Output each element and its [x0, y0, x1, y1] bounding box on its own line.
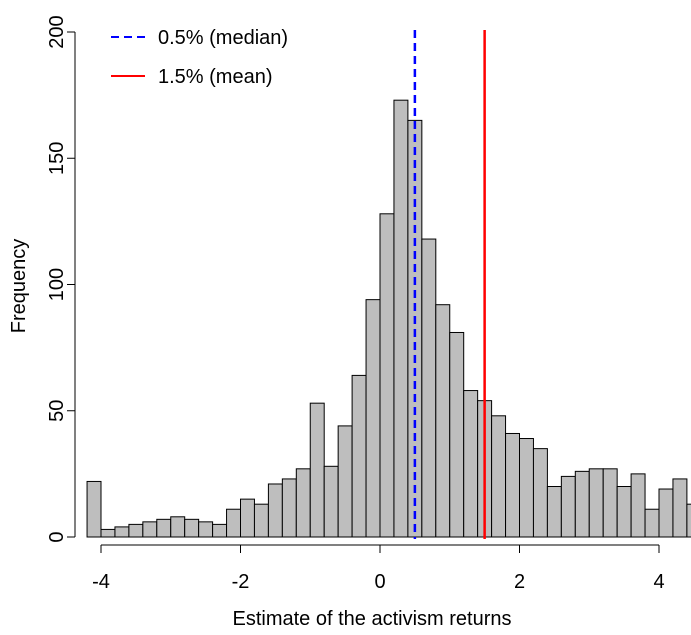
histogram-bar: [491, 415, 507, 538]
x-tick-label: -4: [92, 571, 110, 593]
histogram-bar: [170, 516, 186, 538]
y-tick-label: 0: [46, 531, 68, 542]
legend: 0.5% (median) 1.5% (mean): [111, 27, 288, 88]
histogram-bar: [630, 473, 646, 538]
histogram-bar: [560, 475, 576, 538]
x-axis: -4 -2 0 2 4: [92, 544, 665, 593]
histogram-bar: [337, 425, 353, 538]
histogram-bar: [672, 478, 688, 538]
histogram-bar: [644, 508, 660, 538]
histogram-bar: [532, 448, 548, 538]
histogram-bar: [505, 432, 520, 538]
histogram-bar: [546, 486, 562, 538]
histogram-bar: [393, 99, 409, 538]
histogram-bar: [449, 331, 465, 538]
histogram-bar: [574, 470, 590, 538]
histogram-bar: [253, 503, 269, 538]
histogram-bar: [128, 523, 144, 538]
histogram-bar: [323, 465, 339, 538]
histogram-bar: [519, 438, 534, 538]
histogram-bar: [295, 468, 311, 538]
histogram-bar: [309, 402, 325, 538]
x-tick-label: 2: [514, 571, 525, 593]
y-axis: 0 50 100 150 200: [46, 15, 76, 543]
histogram-bar: [463, 390, 479, 538]
x-tick-label: 4: [653, 571, 664, 593]
legend-mean-label: 1.5% (mean): [158, 66, 273, 88]
histogram-bar: [365, 299, 381, 538]
histogram-bar: [240, 498, 255, 538]
histogram-bar: [281, 478, 297, 538]
histogram-bar: [686, 503, 691, 538]
histogram-bars: [86, 99, 691, 538]
reference-lines: [413, 30, 486, 539]
histogram-bar: [421, 238, 437, 538]
histogram-bar: [379, 213, 395, 538]
histogram-bar: [156, 518, 172, 538]
histogram-bar: [226, 508, 242, 538]
x-tick-label: 0: [374, 571, 385, 593]
y-axis-label: Frequency: [8, 239, 30, 334]
y-tick-label: 50: [46, 400, 68, 422]
histogram-bar: [100, 528, 116, 538]
histogram-bar: [435, 304, 451, 538]
histogram-bar: [658, 488, 674, 538]
y-tick-label: 100: [46, 268, 68, 301]
histogram-bar: [198, 521, 214, 538]
y-tick-label: 150: [46, 142, 68, 175]
x-tick-label: -2: [232, 571, 250, 593]
histogram-bar: [351, 374, 367, 538]
histogram-bar: [86, 480, 102, 538]
histogram-bar: [588, 468, 604, 538]
histogram-bar: [142, 521, 158, 538]
histogram-bar: [267, 483, 283, 538]
histogram-bar: [616, 486, 632, 538]
histogram-bar: [602, 468, 618, 538]
legend-median-label: 0.5% (median): [158, 27, 288, 49]
y-tick-label: 200: [46, 15, 68, 48]
x-axis-label: Estimate of the activism returns: [233, 608, 512, 630]
histogram-bar: [114, 526, 130, 538]
histogram-bar: [212, 523, 228, 538]
histogram-bar: [184, 518, 200, 538]
